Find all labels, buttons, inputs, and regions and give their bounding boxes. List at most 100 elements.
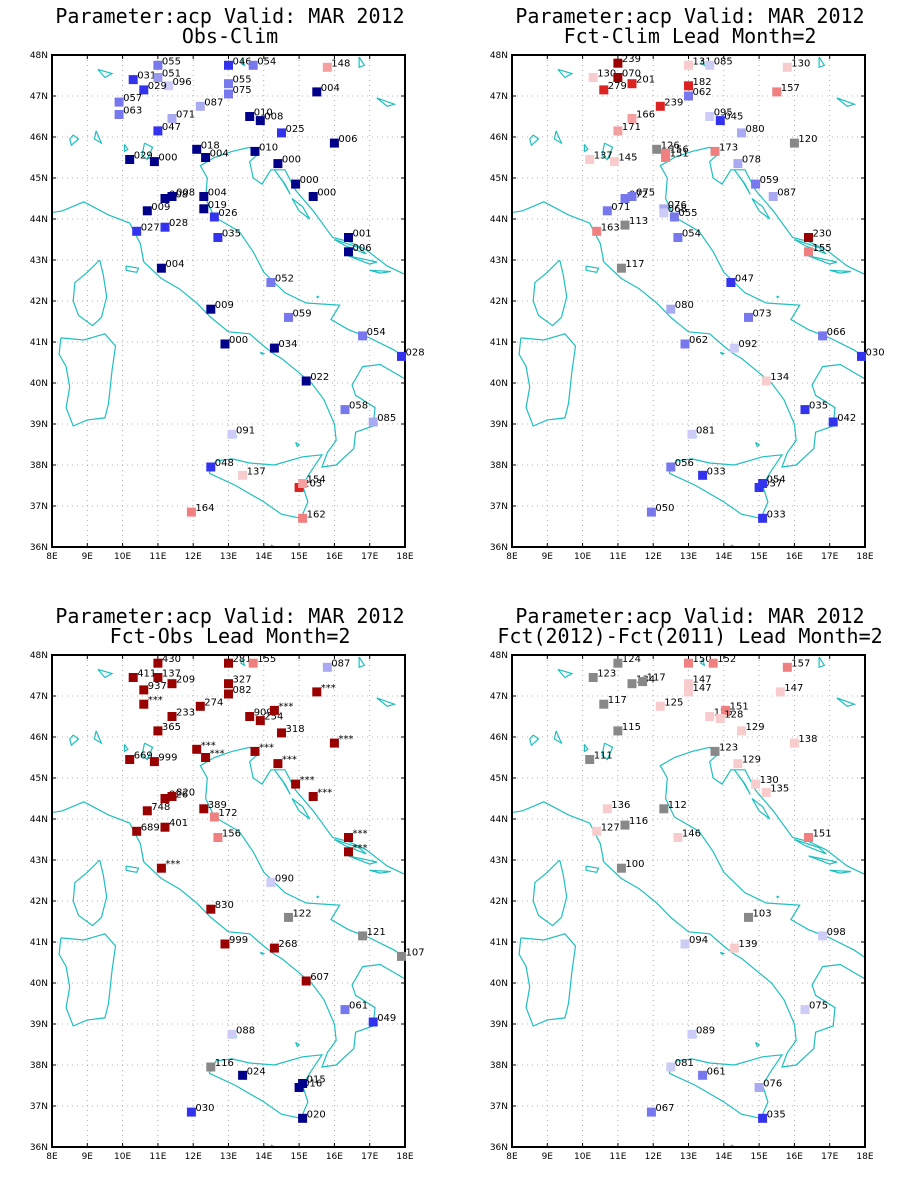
- y-tick-label: 38N: [490, 1061, 508, 1071]
- station-value-label: 120: [798, 134, 817, 145]
- station-marker: [772, 87, 782, 97]
- station-marker: [397, 951, 406, 961]
- x-tick-label: 15E: [291, 1152, 308, 1162]
- station-value-label: 096: [173, 77, 192, 88]
- station-value-label: 274: [204, 697, 223, 708]
- station-marker: [344, 233, 353, 242]
- coastline: [583, 144, 589, 153]
- coastline: [668, 454, 784, 519]
- station-marker: [153, 73, 163, 82]
- y-tick-label: 38N: [30, 1061, 48, 1071]
- station-marker: [238, 1070, 248, 1080]
- station-value-label: 085: [377, 413, 396, 424]
- station-marker: [114, 97, 124, 107]
- station-value-label: ***: [353, 843, 368, 854]
- y-tick-label: 40N: [30, 979, 48, 989]
- station-marker: [156, 863, 166, 873]
- station-marker: [209, 212, 219, 222]
- station-marker: [206, 904, 216, 914]
- station-marker: [737, 128, 746, 138]
- station-marker: [160, 794, 170, 803]
- panel-title-line2: Obs-Clim: [181, 24, 279, 48]
- station-marker: [592, 226, 602, 236]
- x-tick-label: 15E: [291, 552, 308, 562]
- station-value-label: 087: [204, 97, 223, 108]
- station-value-label: 095: [714, 108, 733, 119]
- x-tick-label: 12E: [645, 1152, 662, 1162]
- station-value-label: ***: [148, 695, 163, 706]
- coastline: [719, 351, 726, 356]
- station-marker: [224, 89, 233, 99]
- station-value-label: 029: [148, 81, 167, 92]
- station-marker: [652, 144, 662, 154]
- station-value-label: 015: [307, 1075, 326, 1086]
- coastline: [93, 730, 103, 745]
- station-marker: [298, 1079, 308, 1088]
- y-tick-label: 39N: [30, 420, 48, 430]
- station-marker: [638, 677, 648, 687]
- station-value-label: 078: [742, 155, 761, 166]
- station-marker: [344, 247, 353, 257]
- station-value-label: 147: [784, 683, 803, 694]
- y-tick-label: 40N: [490, 979, 508, 989]
- station-marker: [213, 233, 223, 242]
- station-value-label: 063: [123, 106, 142, 117]
- station-marker: [599, 699, 609, 709]
- station-marker: [298, 479, 308, 488]
- station-marker: [733, 159, 743, 169]
- station-value-label: ***: [259, 742, 274, 753]
- station-value-label: 145: [618, 153, 637, 164]
- coastline: [668, 1054, 784, 1119]
- station-value-label: 076: [668, 200, 687, 211]
- station-value-label: 000: [229, 335, 248, 346]
- station-value-label: 046: [233, 56, 252, 67]
- station-value-label: 327: [233, 675, 252, 686]
- station-value-label: 130: [597, 69, 616, 80]
- station-value-label: 066: [827, 327, 846, 338]
- station-marker: [213, 833, 223, 842]
- station-value-label: 163: [601, 222, 620, 233]
- panel-fct-obs: Parameter:acp Valid: MAR 2012 Fct-Obs Le…: [0, 600, 460, 1170]
- station-marker: [139, 85, 149, 95]
- station-value-label: 125: [664, 697, 683, 708]
- coastline-layer: [52, 656, 405, 1147]
- station-marker: [273, 159, 283, 169]
- station-marker: [708, 658, 718, 668]
- y-tick-label: 43N: [30, 256, 48, 266]
- station-value-label: 136: [611, 800, 630, 811]
- station-value-label: 103: [753, 908, 772, 919]
- station-value-label: 071: [611, 202, 630, 213]
- station-value-label: 031: [137, 71, 156, 82]
- station-value-label: 057: [123, 93, 142, 104]
- station-value-label: 281: [233, 654, 252, 665]
- station-value-label: 150: [693, 654, 712, 665]
- coastline: [818, 656, 826, 669]
- x-tick-label: 14E: [255, 552, 272, 562]
- station-marker: [687, 429, 697, 439]
- x-tick-label: 9E: [82, 552, 94, 562]
- station-value-label: 157: [791, 658, 810, 669]
- x-tick-label: 10E: [114, 552, 131, 562]
- coastline: [69, 734, 80, 747]
- station-marker: [627, 114, 637, 123]
- y-tick-label: 47N: [30, 692, 48, 702]
- coastline: [123, 744, 129, 753]
- station-value-label: 090: [275, 874, 294, 885]
- y-tick-label: 37N: [490, 1102, 508, 1112]
- coastline: [557, 68, 574, 79]
- station-value-label: 000: [317, 188, 336, 199]
- coastline: [808, 255, 837, 265]
- station-marker: [804, 233, 813, 242]
- station-marker: [209, 812, 219, 822]
- panel-title-line2: Fct(2012)-Fct(2011) Lead Month=2: [497, 624, 883, 648]
- station-marker: [818, 331, 828, 341]
- station-value-label: 135: [770, 783, 789, 794]
- station-value-label: 033: [707, 466, 726, 477]
- station-value-label: 318: [286, 724, 305, 735]
- coastline: [97, 68, 114, 79]
- station-value-label: 203: [303, 479, 322, 490]
- station-value-label: 087: [777, 188, 796, 199]
- station-value-label: 009: [215, 300, 234, 311]
- station-marker: [782, 62, 792, 72]
- coastline: [518, 333, 577, 427]
